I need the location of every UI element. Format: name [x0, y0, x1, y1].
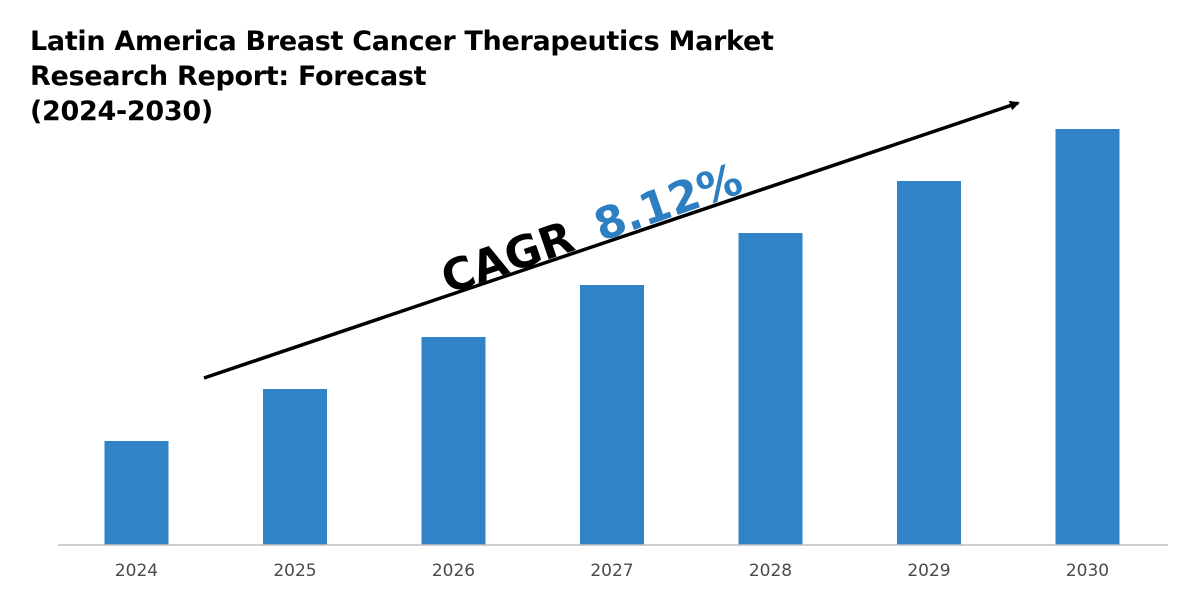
bar-2029 — [897, 181, 961, 545]
bar-2025 — [263, 389, 327, 545]
bar-2028 — [738, 233, 803, 545]
cagr-value: 8.12% — [588, 154, 749, 252]
chart-title-line-2: Research Report: Forecast — [30, 61, 427, 92]
bar-2030 — [1055, 129, 1120, 545]
x-tick-label-2025: 2025 — [273, 561, 316, 581]
bars-layer — [104, 129, 1120, 545]
x-tick-label-2028: 2028 — [749, 561, 792, 581]
cagr-label: CAGR — [435, 212, 581, 305]
x-tick-labels: 2024 2025 2026 2027 2028 2029 2030 — [115, 561, 1109, 581]
x-tick-label-2030: 2030 — [1066, 561, 1109, 581]
cagr-annotation: CAGR 8.12% — [435, 154, 749, 305]
x-tick-label-2026: 2026 — [432, 561, 475, 581]
x-tick-label-2027: 2027 — [590, 561, 633, 581]
trend-arrow-icon — [203, 100, 1020, 380]
bar-2026 — [421, 337, 486, 545]
chart-title-line-3: (2024-2030) — [30, 96, 213, 127]
x-tick-label-2029: 2029 — [907, 561, 950, 581]
bar-2027 — [580, 285, 644, 545]
chart-title: Latin America Breast Cancer Therapeutics… — [30, 24, 830, 129]
bar-2024 — [104, 441, 169, 545]
x-tick-label-2024: 2024 — [115, 561, 158, 581]
chart-title-line-1: Latin America Breast Cancer Therapeutics… — [30, 26, 774, 57]
